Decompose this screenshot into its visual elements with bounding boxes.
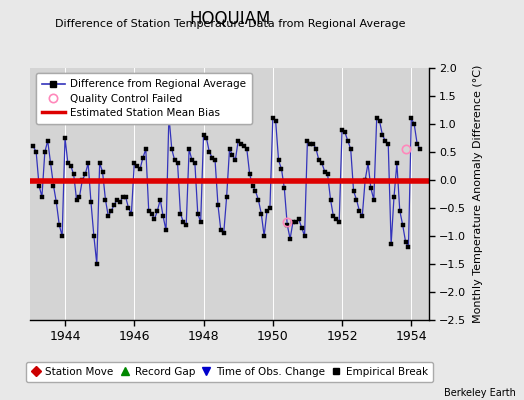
Legend: Difference from Regional Average, Quality Control Failed, Estimated Station Mean: Difference from Regional Average, Qualit… — [36, 73, 252, 124]
Legend: Station Move, Record Gap, Time of Obs. Change, Empirical Break: Station Move, Record Gap, Time of Obs. C… — [26, 362, 433, 382]
Y-axis label: Monthly Temperature Anomaly Difference (°C): Monthly Temperature Anomaly Difference (… — [473, 65, 483, 323]
Text: Berkeley Earth: Berkeley Earth — [444, 388, 516, 398]
Text: HOQUIAM: HOQUIAM — [190, 10, 271, 28]
Text: Difference of Station Temperature Data from Regional Average: Difference of Station Temperature Data f… — [56, 19, 406, 29]
